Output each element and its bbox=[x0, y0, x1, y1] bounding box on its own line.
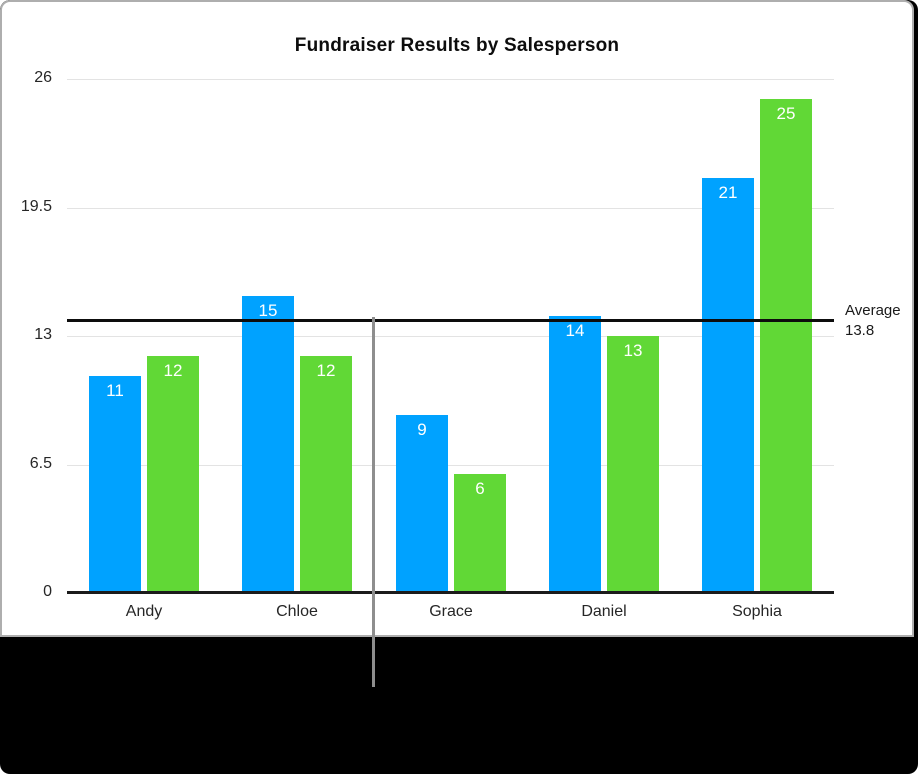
bar-green-series-daniel[interactable]: 13 bbox=[607, 336, 659, 593]
x-label-chloe: Chloe bbox=[276, 603, 318, 620]
bar-value-label: 15 bbox=[258, 301, 278, 320]
bar-value-label: 21 bbox=[718, 183, 738, 202]
bar-value-label: 13 bbox=[623, 341, 643, 360]
chart-card: Fundraiser Results by Salesperson 0 6.5 13… bbox=[0, 0, 914, 637]
y-tick-label-0: 0 bbox=[43, 583, 52, 600]
gridline-6.5 bbox=[67, 465, 834, 466]
x-label-daniel: Daniel bbox=[581, 603, 627, 620]
y-tick-label-13: 13 bbox=[34, 326, 52, 343]
average-line bbox=[67, 319, 834, 322]
y-tick-label-6.5: 6.5 bbox=[29, 455, 52, 472]
bar-value-label: 6 bbox=[475, 479, 485, 498]
bar-value-label: 12 bbox=[163, 361, 183, 380]
bar-value-label: 9 bbox=[417, 420, 427, 439]
bar-value-label: 25 bbox=[776, 104, 796, 123]
average-value-text: 13.8 bbox=[845, 322, 875, 339]
bar-green-series-sophia[interactable]: 25 bbox=[760, 99, 812, 593]
gridline-13 bbox=[67, 336, 834, 337]
bar-value-label: 14 bbox=[565, 321, 585, 340]
y-tick-label-26: 26 bbox=[34, 69, 52, 86]
bar-green-series-grace[interactable]: 6 bbox=[454, 474, 506, 593]
plot-area: 11 12 Andy 15 12 Chloe 9 6 Grace 14 13 Daniel 21 25 So… bbox=[67, 79, 834, 620]
average-label-text: Average bbox=[845, 302, 901, 319]
y-axis: 0 6.5 13 19.5 26 bbox=[2, 69, 52, 600]
bar-green-series-andy[interactable]: 12 bbox=[147, 356, 199, 593]
x-label-sophia: Sophia bbox=[732, 603, 782, 620]
chart-title: Fundraiser Results by Salesperson bbox=[294, 35, 620, 56]
x-axis-line bbox=[67, 591, 834, 594]
bar-blue-series-daniel[interactable]: 14 bbox=[549, 316, 601, 593]
gridline-26 bbox=[67, 79, 834, 80]
y-tick-label-19.5: 19.5 bbox=[20, 198, 52, 215]
bar-blue-series-grace[interactable]: 9 bbox=[396, 415, 448, 593]
bar-green-series-chloe[interactable]: 12 bbox=[300, 356, 352, 593]
bar-blue-series-chloe[interactable]: 15 bbox=[242, 296, 294, 593]
bar-value-label: 12 bbox=[316, 361, 336, 380]
average-line-label: Average 13.8 bbox=[845, 301, 915, 341]
bar-blue-series-sophia[interactable]: 21 bbox=[702, 178, 754, 593]
x-label-andy: Andy bbox=[125, 603, 163, 620]
x-label-grace: Grace bbox=[429, 603, 473, 620]
bar-value-label: 11 bbox=[106, 381, 124, 400]
page-divider-line bbox=[372, 317, 375, 687]
gridline-19.5 bbox=[67, 208, 834, 209]
bar-blue-series-andy[interactable]: 11 bbox=[89, 376, 141, 593]
